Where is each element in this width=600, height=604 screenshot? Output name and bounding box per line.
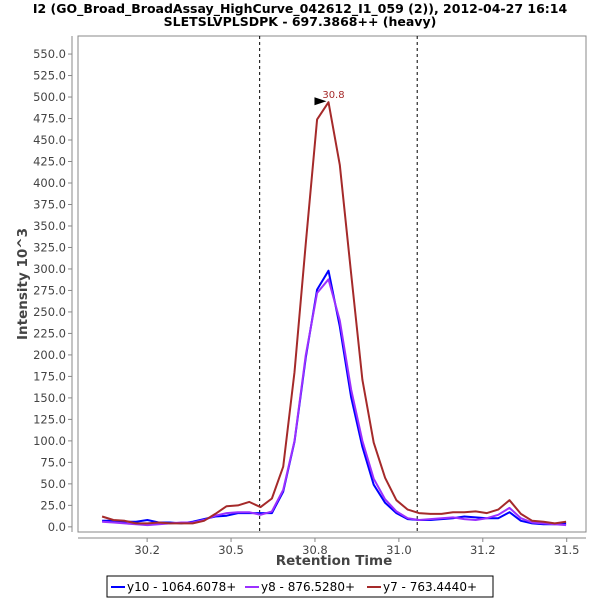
- peak-arrow-icon: [314, 97, 327, 106]
- y-tick-label: 375.0: [33, 197, 66, 211]
- x-tick-label: 31.0: [386, 543, 412, 557]
- peak-boundaries: [259, 36, 418, 532]
- y-tick-label: 75.0: [40, 455, 66, 469]
- y-tick-label: 25.0: [40, 498, 66, 512]
- legend: y10 - 1064.6078+ y8 - 876.5280+ y7 - 763.4…: [106, 575, 494, 598]
- series-line-y7: [101, 101, 567, 525]
- y-tick-label: 525.0: [33, 69, 66, 83]
- y-tick-label: 125.0: [33, 412, 66, 426]
- legend-label: y8 - 876.5280+: [261, 580, 355, 594]
- x-axis-label: Retention Time: [276, 553, 393, 569]
- x-tick-label: 30.5: [218, 543, 244, 557]
- chart-title: I2 (GO_Broad_BroadAssay_HighCurve_042612…: [33, 1, 568, 17]
- y-tick-label: 500.0: [33, 90, 66, 104]
- y-tick-label: 425.0: [33, 155, 66, 169]
- y-axis: 0.0 25.0 50.0 75.0 100.0 125.0 150.0 175.0 200.0…: [33, 36, 73, 534]
- peak-label: 30.8: [322, 90, 344, 101]
- y-tick-label: 400.0: [33, 176, 66, 190]
- y-tick-label: 50.0: [40, 477, 66, 491]
- y-tick-label: 100.0: [33, 434, 66, 448]
- y-axis-label: Intensity 10^3: [15, 228, 31, 340]
- legend-box: [106, 575, 494, 598]
- y-tick-label: 150.0: [33, 391, 66, 405]
- legend-label: y10 - 1064.6078+: [127, 580, 236, 594]
- y-tick-label: 0.0: [48, 520, 66, 534]
- peak-annotation: 30.8: [314, 90, 345, 106]
- y-tick-label: 275.0: [33, 283, 66, 297]
- x-axis: 30.2 30.5 30.8 31.0 31.2 31.5: [78, 537, 586, 557]
- y-tick-label: 300.0: [33, 262, 66, 276]
- y-tick-label: 250.0: [33, 305, 66, 319]
- y-tick-label: 200.0: [33, 348, 66, 362]
- y-tick-label: 225.0: [33, 326, 66, 340]
- legend-label: y7 - 763.4440+: [383, 580, 477, 594]
- y-tick-label: 450.0: [33, 133, 66, 147]
- x-tick-label: 30.2: [134, 543, 160, 557]
- y-tick-label: 325.0: [33, 240, 66, 254]
- y-tick-label: 175.0: [33, 369, 66, 383]
- x-tick-label: 30.8: [302, 543, 328, 557]
- chart-subtitle: SLETSLVPLSDPK - 697.3868++ (heavy): [164, 14, 437, 29]
- x-tick-label: 31.5: [554, 543, 580, 557]
- x-tick-label: 31.2: [470, 543, 496, 557]
- series-lines: [101, 101, 567, 527]
- y-tick-label: 475.0: [33, 112, 66, 126]
- y-tick-label: 350.0: [33, 219, 66, 233]
- y-tick-label: 550.0: [33, 47, 66, 61]
